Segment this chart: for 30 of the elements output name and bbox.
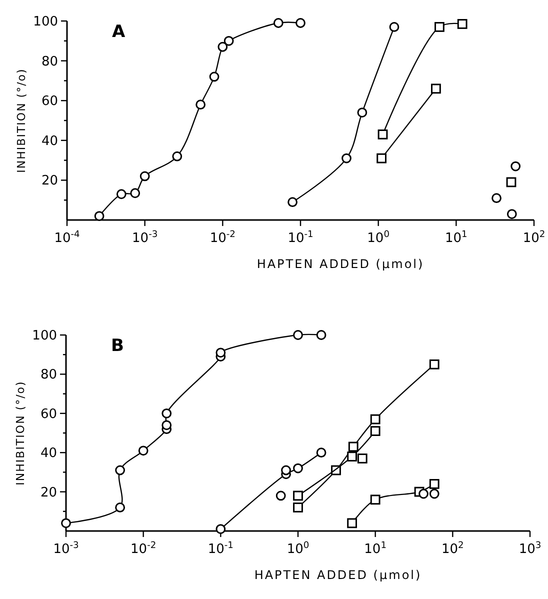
y-tick-label: 80 (40, 368, 57, 383)
x-tick-label: 10$^{0}$ (367, 230, 390, 246)
y-tick-label: 100 (33, 14, 58, 30)
y-tick-label: 20 (41, 174, 58, 189)
x-axis-title: HAPTEN ADDED (μmol) (256, 257, 424, 271)
x-tick-label: 10$^{-2}$ (210, 230, 236, 246)
y-tick-label: 80 (41, 54, 58, 70)
x-tick-label: 10$^{0}$ (286, 541, 310, 557)
chart-title: A (112, 22, 126, 42)
x-tick-label: 10$^{2}$ (522, 230, 546, 246)
y-axis-title: INHIBITION (°/o) (15, 68, 28, 173)
y-tick-label: 100 (32, 328, 57, 344)
y-tick-label: 60 (40, 406, 57, 422)
x-tick-label: 10$^{1}$ (364, 541, 387, 557)
y-tick-label: 20 (40, 485, 57, 500)
x-tick-label: 10$^{2}$ (441, 541, 464, 557)
x-tick-label: 10$^{-3}$ (132, 230, 158, 246)
y-tick-label: 40 (40, 446, 57, 462)
x-tick-label: 10$^{-3}$ (53, 541, 80, 557)
x-tick-label: 10$^{3}$ (518, 541, 542, 557)
x-tick-label: 10$^{-1}$ (288, 230, 314, 246)
x-tick-label: 10$^{-1}$ (208, 541, 234, 557)
x-tick-label: 10$^{-2}$ (130, 541, 156, 557)
x-tick-label: 10$^{-4}$ (54, 230, 80, 246)
x-axis-title: HAPTEN ADDED (μmol) (254, 568, 422, 582)
x-tick-label: 10$^{1}$ (444, 230, 468, 246)
chart-title: B (111, 336, 124, 356)
y-tick-label: 60 (41, 94, 58, 110)
y-tick-label: 40 (41, 134, 58, 149)
y-axis-title: INHIBITION (°/o) (14, 380, 27, 486)
